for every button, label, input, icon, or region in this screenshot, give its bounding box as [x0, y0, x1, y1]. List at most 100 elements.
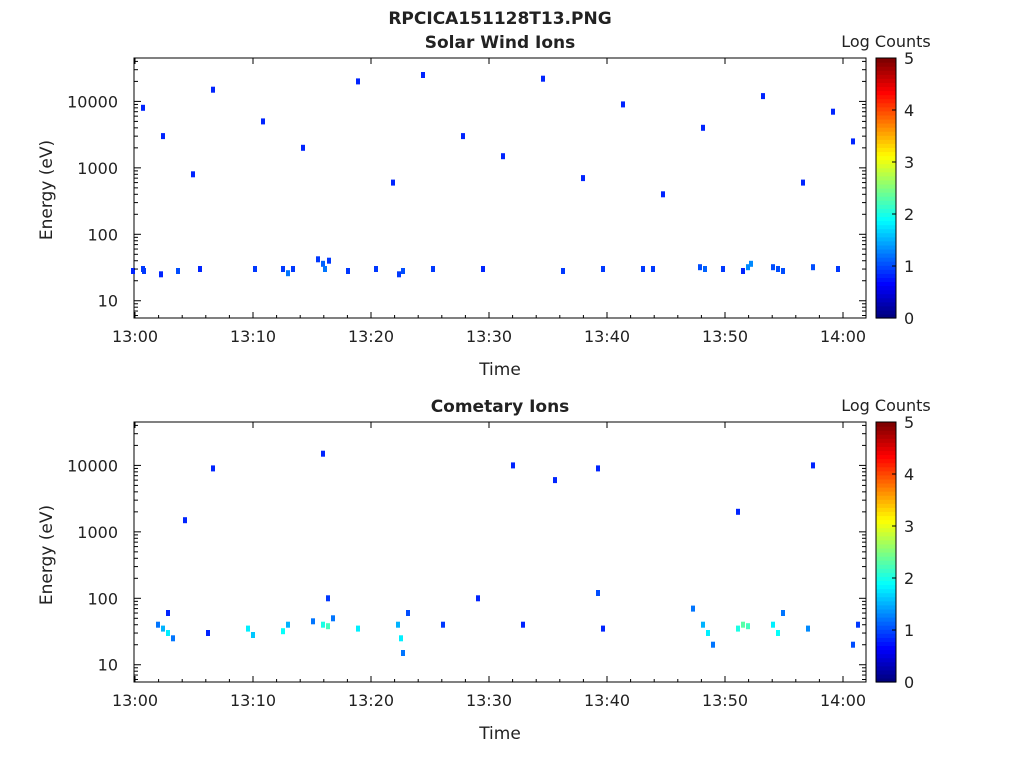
colorbar-segment — [876, 608, 896, 614]
colorbar-segment — [876, 519, 896, 525]
colorbar-segment — [876, 560, 896, 565]
x-tick-label: 13:40 — [584, 327, 630, 346]
colorbar-segment — [876, 564, 896, 569]
heatmap-cell — [806, 625, 810, 632]
heatmap-cell — [281, 628, 285, 635]
heatmap-cell — [211, 86, 215, 93]
colorbar-segment — [876, 462, 896, 468]
colorbar-tick-label: 0 — [904, 309, 914, 328]
colorbar-segment — [876, 305, 896, 311]
colorbar-frame — [875, 57, 897, 319]
heatmap-cell — [776, 266, 780, 272]
colorbar-segment — [876, 491, 896, 496]
y-tick-label: 10000 — [67, 456, 118, 475]
panel-cometary: Cometary Ions 13:00 13:10 13:20 13:30 13:40 1… — [37, 396, 931, 744]
heatmap-cell — [721, 266, 725, 272]
heatmap-cell — [741, 268, 745, 274]
colorbar-segment — [876, 470, 896, 476]
colorbar-segment — [876, 677, 896, 683]
colorbar-segment — [876, 543, 896, 549]
heatmap-cell — [561, 268, 565, 274]
colorbar-segment — [876, 123, 896, 128]
heatmap-cell — [701, 124, 705, 131]
colorbar-segment — [876, 657, 896, 663]
heatmap-cell — [701, 621, 705, 628]
colorbar-segment — [876, 629, 896, 634]
heatmap-cell — [161, 133, 165, 140]
heatmap-cell — [141, 104, 145, 111]
colorbar-segment — [876, 430, 896, 435]
colorbar-segment — [876, 232, 896, 238]
heatmap-cell — [397, 271, 401, 278]
heatmap-cell — [401, 650, 405, 656]
colorbar-segment — [876, 301, 896, 307]
colorbar-segment — [876, 621, 896, 626]
heatmap-cell — [286, 621, 290, 628]
heatmap-cell — [596, 590, 600, 596]
x-tick-label: 13:00 — [112, 327, 158, 346]
heatmap-cell — [183, 517, 187, 524]
heatmap-cell — [261, 118, 265, 125]
colorbar-tick-label: 1 — [904, 257, 914, 276]
y-axis-label: Energy (eV) — [37, 140, 57, 240]
y-tick-label: 10 — [98, 292, 118, 311]
heatmap-cell — [391, 179, 395, 186]
heatmap-cell — [316, 256, 320, 263]
colorbar-segment — [876, 277, 896, 283]
colorbar-segment — [876, 179, 896, 185]
heatmap-cell — [159, 271, 163, 278]
heatmap-cell — [776, 630, 780, 636]
panel-solar-wind: Solar Wind Ions 13:00 13:10 13:20 13:30 13:4… — [37, 32, 931, 380]
heatmap-cell — [374, 266, 378, 272]
heatmap-cell — [691, 605, 695, 612]
colorbar-segment — [876, 90, 896, 96]
colorbar-segment — [876, 637, 896, 642]
colorbar-tick-label: 5 — [904, 49, 914, 68]
heatmap-cell — [323, 266, 327, 272]
colorbar-segment — [876, 293, 896, 299]
heatmap-cell — [356, 78, 360, 85]
colorbar-segment — [876, 297, 896, 303]
colorbar-segment — [876, 527, 896, 533]
heatmap-cell — [166, 630, 170, 636]
heatmap-cell — [541, 75, 545, 82]
colorbar-tick-label: 3 — [904, 517, 914, 536]
heatmap-cell — [321, 260, 325, 267]
plot-area — [133, 57, 867, 319]
x-tick-label: 13:50 — [702, 691, 748, 710]
x-tick-label: 13:30 — [466, 691, 512, 710]
colorbar-segment — [876, 118, 896, 124]
heatmap-cell — [281, 266, 285, 272]
x-tick-label: 13:20 — [348, 691, 394, 710]
colorbar-segment — [876, 422, 896, 427]
colorbar-segment — [876, 281, 896, 287]
colorbar-segment — [876, 248, 896, 254]
colorbar-segment — [876, 106, 896, 112]
colorbar-segment — [876, 673, 896, 679]
colorbar-segment — [876, 159, 896, 165]
heatmap-cell — [441, 621, 445, 628]
x-axis-label: Time — [478, 360, 521, 380]
colorbar-segment — [876, 192, 896, 197]
colorbar-segment — [876, 196, 896, 201]
colorbar-tick-label: 3 — [904, 153, 914, 172]
heatmap-cell — [396, 621, 400, 628]
colorbar-segment — [876, 507, 896, 512]
colorbar-segment — [876, 539, 896, 545]
y-tick-label: 100 — [87, 589, 118, 608]
heatmap-cell — [836, 266, 840, 272]
colorbar-segment — [876, 114, 896, 120]
heatmap-cell — [781, 610, 785, 616]
colorbar-segment — [876, 499, 896, 504]
colorbar-segment — [876, 257, 896, 262]
colorbar-segment — [876, 151, 896, 157]
colorbar-segment — [876, 269, 896, 274]
colorbar-segment — [876, 669, 896, 675]
colorbar-segment — [876, 228, 896, 234]
colorbar-segment — [876, 523, 896, 529]
colorbar-frame — [875, 421, 897, 683]
heatmap-cell — [251, 632, 255, 638]
heatmap-cell — [621, 101, 625, 108]
heatmap-cell — [749, 260, 753, 267]
heatmap-cell — [511, 462, 515, 469]
